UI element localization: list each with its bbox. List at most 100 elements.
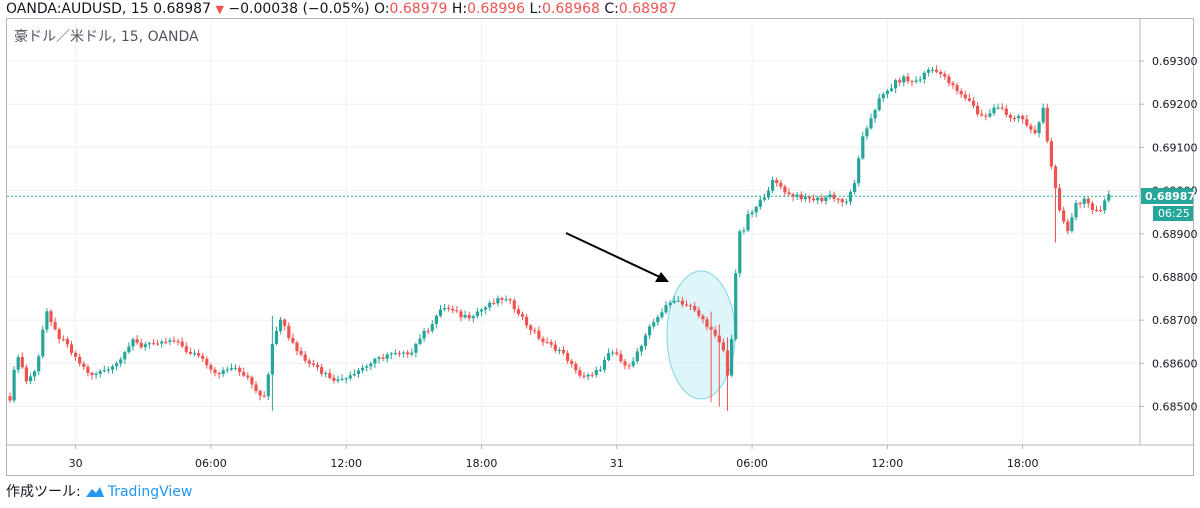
candle-body [336,379,340,381]
candle-body [738,231,742,274]
candle [623,359,627,370]
candle-body [488,302,492,308]
candle [414,342,418,358]
candle-body [787,192,791,195]
candle [1090,201,1094,214]
candle [533,327,537,335]
candle-body [762,197,766,200]
candle-body [24,367,28,382]
y-tick-label: 0.68800 [1152,271,1198,284]
candle-body [484,307,488,310]
candle-body [213,369,217,373]
candle [123,350,127,364]
candle-body [578,370,582,376]
candle [270,315,274,411]
candle-body [992,107,996,114]
candle-body [918,79,922,81]
candle [578,366,582,379]
candle-body [557,350,561,352]
candle-body [176,341,180,343]
candle-body [1045,107,1049,142]
candle [451,305,455,313]
candle-body [623,361,627,366]
candle-body [164,341,168,343]
candle [627,363,631,370]
candle [328,368,332,380]
candle-body [898,80,902,83]
candle [139,338,143,350]
candle [1012,115,1017,122]
candle [574,361,578,374]
candle [307,358,311,368]
candle-body [348,375,352,379]
candle [336,375,340,384]
candle-body [754,206,758,213]
candle-body [1049,141,1053,167]
candle [254,381,258,394]
candle-body [541,338,545,343]
candle [857,155,861,187]
candle [545,337,549,344]
candle-body [1000,107,1004,109]
candle-body [377,357,381,359]
candle [635,348,639,364]
annotation-arrow-line [565,232,665,280]
candle [168,337,172,346]
tradingview-brand: TradingView [107,484,193,500]
candle-body [853,183,857,193]
candle [197,349,201,358]
candle-body [869,118,873,129]
candle-body [463,315,467,318]
candle-body [455,310,459,312]
candle [959,88,963,98]
candle-body [471,316,475,319]
candle [791,193,795,202]
candle [795,191,799,201]
candle-body [82,363,86,367]
candle [783,184,787,197]
candle [684,300,689,308]
candle-body [94,373,98,375]
candle [1008,112,1012,122]
candle-body [668,302,672,306]
candle [242,367,246,378]
candle [16,354,20,374]
candle [1062,206,1066,225]
candle [459,309,463,322]
tradingview-link[interactable]: TradingView [85,483,193,501]
candle-body [771,179,775,191]
candle-body [516,309,520,315]
candle [8,392,12,404]
candle-body [340,378,344,380]
candle [898,77,902,86]
candle [471,314,475,323]
candle-body [365,366,369,368]
y-tick-label: 0.68900 [1152,228,1198,241]
candle-body [574,363,578,371]
candle [914,76,918,84]
candle [615,348,619,356]
candle [447,304,451,312]
candle [656,314,660,326]
candle-body [984,115,988,117]
low-label: L: [529,1,543,17]
symbol-label[interactable]: OANDA:AUDUSD, 15 [6,1,149,17]
candle-body [508,299,512,301]
candle-body [53,322,57,330]
symbol-info-bar: OANDA:AUDUSD, 15 0.68987 ▼ −0.00038 (−0.… [6,0,677,18]
candle [742,227,746,235]
candle [37,354,41,376]
candle [738,229,742,278]
candle [246,372,250,381]
x-tick-label: 06:00 [195,457,227,470]
candle-body [8,396,12,401]
candle-body [119,359,123,364]
candle [492,298,496,306]
candle-body [496,298,500,304]
candle-body [533,330,537,332]
candle-body [270,343,274,375]
candle [779,179,783,190]
candle [771,176,775,194]
candle-body [242,372,246,376]
